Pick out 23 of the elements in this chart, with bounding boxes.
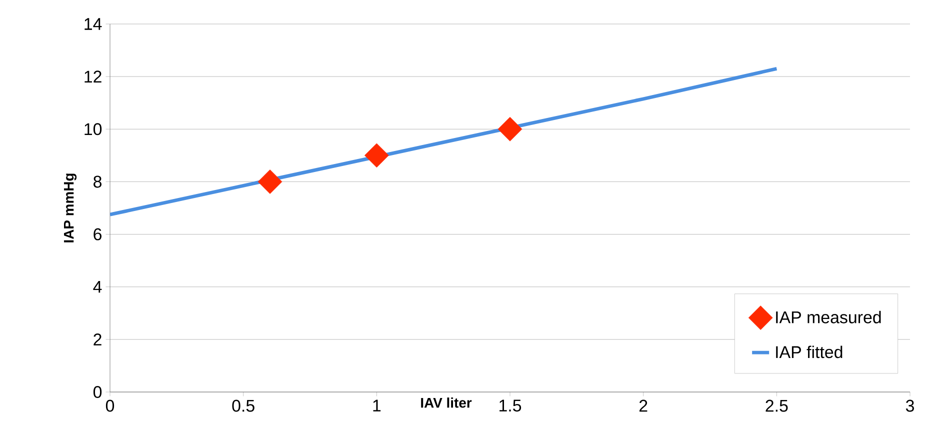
line-series: [110, 66, 778, 216]
x-tick-label: 3: [906, 400, 914, 412]
x-tick-label: 2: [639, 400, 648, 412]
y-tick-label: 12: [84, 70, 102, 82]
y-tick-label: 6: [94, 228, 102, 240]
legend-label: IAP measured: [776, 310, 881, 324]
y-tick-label: 14: [84, 18, 102, 30]
point: [258, 170, 282, 194]
x-tick-label: 0.5: [232, 400, 254, 412]
x-tick-label: 0: [106, 400, 114, 412]
y-tick-label: 0: [93, 386, 102, 398]
x-tick-label: 2.5: [766, 400, 788, 412]
y-tick-label: 10: [84, 123, 102, 136]
x-axis-title: IAV liter: [421, 398, 472, 408]
point: [498, 116, 522, 142]
point: [364, 143, 389, 168]
y-axis-title: IAP mmHg: [64, 174, 77, 242]
legend-label: IAP fitted: [776, 346, 842, 358]
y-tick-label: 4: [93, 281, 102, 293]
x-tick-label: 1.5: [500, 400, 522, 412]
x-tick-label: 1: [373, 400, 381, 412]
y-tick-label: 2: [94, 334, 102, 346]
y-tick-label: 8: [94, 176, 102, 188]
